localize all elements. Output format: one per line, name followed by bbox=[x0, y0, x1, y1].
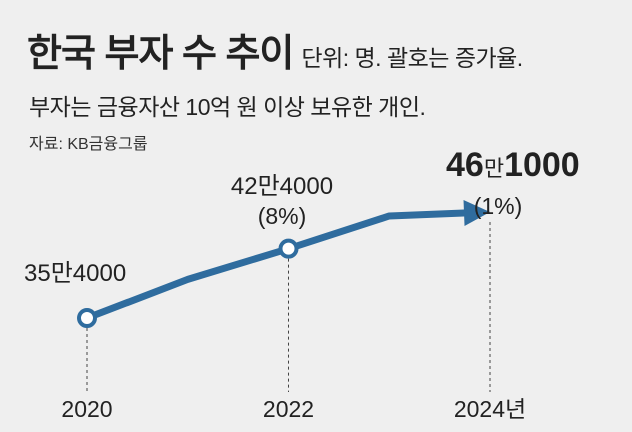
unit-note: 단위: 명. 괄호는 증가율. bbox=[301, 45, 523, 71]
value-label-2022: 42만4000 bbox=[231, 173, 333, 200]
x-tick-label-0: 2020 bbox=[61, 396, 112, 422]
value-label-2020: 35만4000 bbox=[24, 260, 126, 287]
change-label-2022: (8%) bbox=[258, 203, 307, 229]
series-arrowhead bbox=[463, 200, 490, 227]
chart-title: 한국 부자 수 추이 bbox=[27, 33, 294, 75]
chart-subtitle: 부자는 금융자산 10억 원 이상 보유한 개인. bbox=[29, 94, 426, 120]
data-point-2020 bbox=[77, 308, 97, 329]
data-point-2022 bbox=[278, 238, 299, 259]
x-tick-label-2: 2024년 bbox=[454, 396, 526, 422]
title-row: 한국 부자 수 추이 단위: 명. 괄호는 증가율. bbox=[27, 22, 523, 77]
change-label-2024: (1%) bbox=[474, 193, 523, 219]
value-label-2024: 46만1000 bbox=[446, 146, 580, 184]
source-note: 자료: KB금융그룹 bbox=[29, 136, 148, 153]
x-tick-label-1: 2022 bbox=[263, 396, 314, 422]
